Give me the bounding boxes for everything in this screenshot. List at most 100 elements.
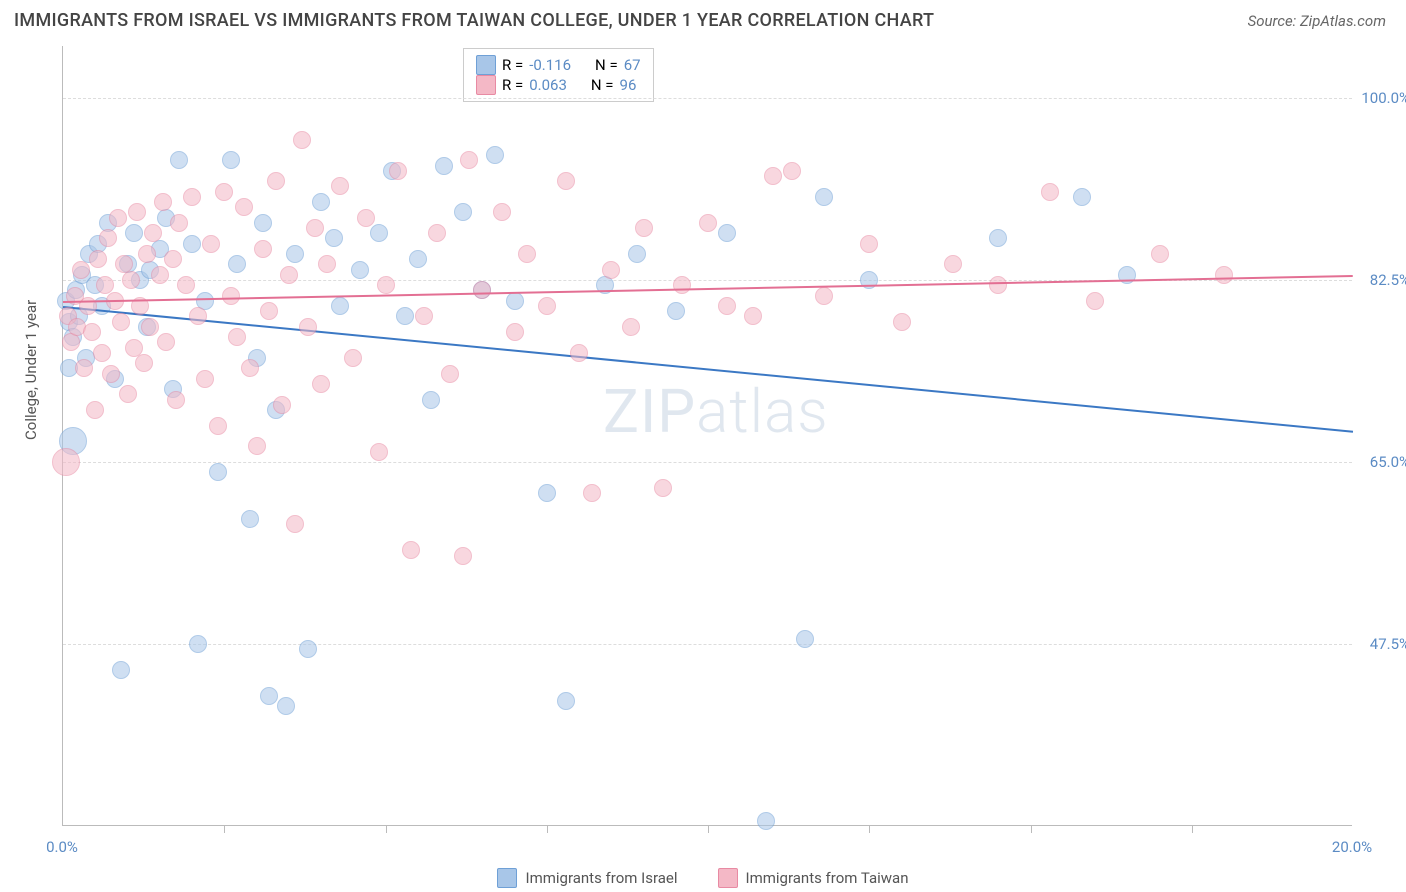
data-point: [170, 151, 188, 169]
data-point: [215, 183, 233, 201]
data-point: [119, 385, 137, 403]
data-point: [260, 302, 278, 320]
data-point: [280, 266, 298, 284]
data-point: [170, 214, 188, 232]
legend-label: Immigrants from Israel: [525, 869, 677, 887]
data-point: [102, 365, 120, 383]
data-point: [331, 297, 349, 315]
x-tick-label: 20.0%: [1332, 838, 1372, 856]
data-point: [699, 214, 717, 232]
data-point: [222, 151, 240, 169]
data-point: [202, 235, 220, 253]
data-point: [306, 219, 324, 237]
data-point: [209, 463, 227, 481]
data-point: [141, 318, 159, 336]
data-point: [473, 281, 491, 299]
data-point: [506, 292, 524, 310]
data-point: [209, 417, 227, 435]
data-point: [241, 359, 259, 377]
data-point: [654, 479, 672, 497]
data-point: [628, 245, 646, 263]
watermark-thin: atlas: [696, 376, 829, 447]
data-point: [312, 193, 330, 211]
data-point: [157, 333, 175, 351]
x-tick: [1031, 825, 1032, 833]
data-point: [1041, 183, 1059, 201]
data-point: [254, 214, 272, 232]
x-tick: [869, 825, 870, 833]
data-point: [318, 255, 336, 273]
gridline-h: [63, 644, 1352, 645]
data-point: [135, 354, 153, 372]
data-point: [570, 344, 588, 362]
data-point: [815, 287, 833, 305]
data-point: [454, 547, 472, 565]
data-point: [557, 172, 575, 190]
data-point: [435, 157, 453, 175]
data-point: [796, 630, 814, 648]
data-point: [718, 224, 736, 242]
data-point: [415, 307, 433, 325]
data-point: [764, 167, 782, 185]
data-point: [460, 151, 478, 169]
data-point: [125, 224, 143, 242]
r-value: -0.116: [529, 56, 571, 74]
data-point: [422, 391, 440, 409]
data-point: [757, 812, 775, 830]
r-value: 0.063: [529, 76, 567, 94]
data-point: [241, 510, 259, 528]
data-point: [286, 515, 304, 533]
chart-title: IMMIGRANTS FROM ISRAEL VS IMMIGRANTS FRO…: [14, 10, 934, 31]
data-point: [93, 344, 111, 362]
stats-legend-row: R =0.063N =96: [476, 75, 641, 95]
data-point: [86, 401, 104, 419]
data-point: [377, 276, 395, 294]
data-point: [89, 250, 107, 268]
n-label: N =: [591, 76, 614, 94]
y-tick-label: 82.5%: [1358, 271, 1406, 289]
data-point: [260, 687, 278, 705]
data-point: [370, 224, 388, 242]
data-point: [673, 276, 691, 294]
data-point: [299, 640, 317, 658]
data-point: [783, 162, 801, 180]
x-tick: [1192, 825, 1193, 833]
data-point: [860, 235, 878, 253]
data-point: [112, 661, 130, 679]
data-point: [944, 255, 962, 273]
data-point: [122, 271, 140, 289]
data-point: [222, 287, 240, 305]
stats-legend-row: R =-0.116N =67: [476, 55, 641, 75]
data-point: [189, 635, 207, 653]
data-point: [154, 193, 172, 211]
data-point: [583, 484, 601, 502]
data-point: [815, 188, 833, 206]
bottom-legend: Immigrants from Israel Immigrants from Ta…: [0, 868, 1406, 888]
n-label: N =: [595, 56, 618, 74]
data-point: [1086, 292, 1104, 310]
data-point: [396, 307, 414, 325]
data-point: [235, 198, 253, 216]
data-point: [1151, 245, 1169, 263]
data-point: [325, 229, 343, 247]
n-value: 67: [624, 56, 641, 74]
data-point: [557, 692, 575, 710]
legend-label: Immigrants from Taiwan: [746, 869, 909, 887]
data-point: [1215, 266, 1233, 284]
legend-swatch: [476, 75, 496, 95]
y-tick-label: 47.5%: [1358, 635, 1406, 653]
data-point: [357, 209, 375, 227]
data-point: [52, 448, 80, 476]
data-point: [286, 245, 304, 263]
data-point: [75, 359, 93, 377]
data-point: [635, 219, 653, 237]
data-point: [602, 261, 620, 279]
data-point: [62, 333, 80, 351]
data-point: [454, 203, 472, 221]
data-point: [299, 318, 317, 336]
data-point: [538, 484, 556, 502]
r-label: R =: [502, 76, 523, 94]
chart-plot-area: ZIPatlas R =-0.116N =67R =0.063N =96 47.…: [62, 46, 1352, 826]
y-tick-label: 100.0%: [1358, 89, 1406, 107]
data-point: [667, 302, 685, 320]
